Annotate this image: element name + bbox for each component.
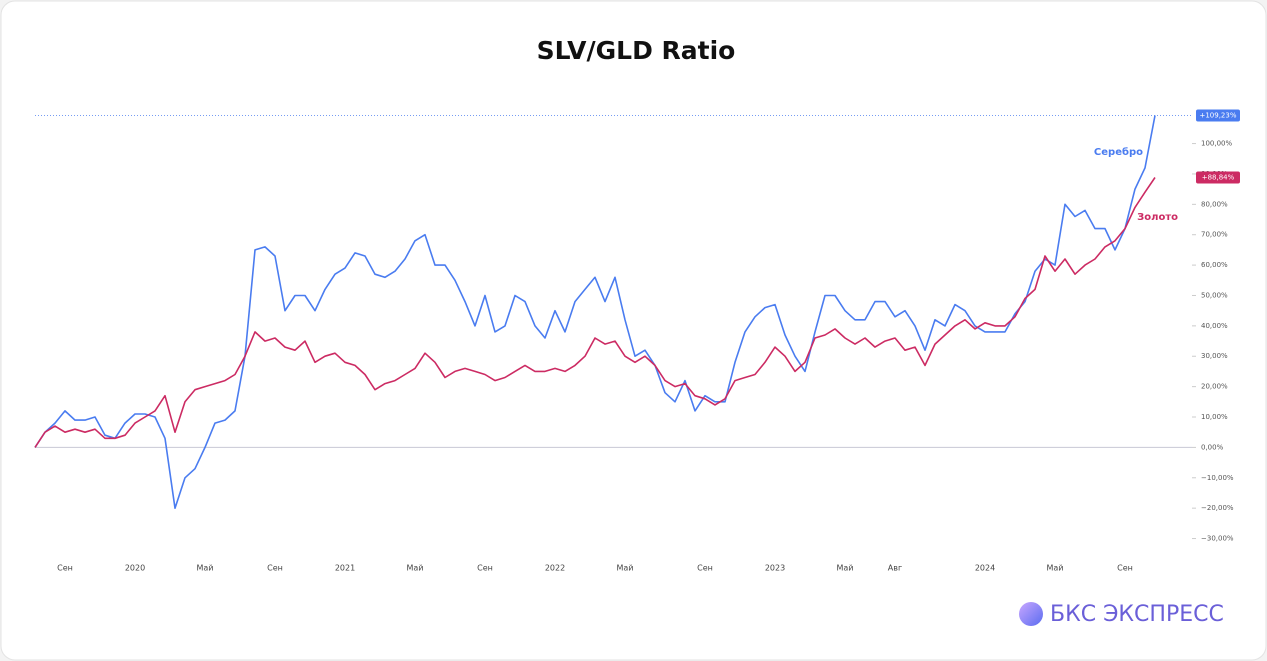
chart-title: SLV/GLD Ratio [537,36,736,65]
x-tick-label: Сен [1117,564,1133,573]
series-line [34,115,1156,509]
y-tick-label: 0,00% [1201,443,1224,451]
legend-label: Золото [1137,212,1178,223]
series-line [34,177,1156,448]
y-tick-label: 50,00% [1201,291,1228,299]
x-tick-label: 2022 [545,564,565,573]
y-tick-label: 20,00% [1201,383,1228,391]
brand: БКС ЭКСПРЕСС [1050,602,1224,627]
x-tick-label: Май [836,564,853,573]
x-tick-label: 2020 [125,564,145,573]
x-tick-label: Сен [477,564,493,573]
x-tick-label: Май [616,564,633,573]
value-badge [1196,171,1240,184]
y-tick-label: 30,00% [1201,352,1228,360]
x-tick-label: Сен [697,564,713,573]
x-tick-label: Сен [267,564,283,573]
x-tick-label: Май [196,564,213,573]
y-tick-label: 100,00% [1201,140,1232,148]
x-tick-label: Сен [57,564,73,573]
x-tick-label: Май [1046,564,1063,573]
value-label: +109,23% [1199,112,1236,120]
brand-logo [1019,602,1043,626]
y-tick-label: 80,00% [1201,200,1228,208]
y-tick-label: 40,00% [1201,322,1228,330]
legend-label: Серебро [1094,146,1143,158]
value-label: +88,84% [1202,173,1235,181]
y-tick-label: −30,00% [1201,535,1234,543]
value-badge [1196,109,1240,122]
x-tick-label: 2021 [335,564,355,573]
y-tick-label: −10,00% [1201,474,1234,482]
y-tick-label: 10,00% [1201,413,1228,421]
y-tick-label: −20,00% [1201,504,1234,512]
x-tick-label: Авг [888,564,902,573]
y-tick-label: 70,00% [1201,231,1228,239]
x-tick-label: Май [406,564,423,573]
y-tick-label: 60,00% [1201,261,1228,269]
x-tick-label: 2023 [765,564,785,573]
x-tick-label: 2024 [975,564,995,573]
